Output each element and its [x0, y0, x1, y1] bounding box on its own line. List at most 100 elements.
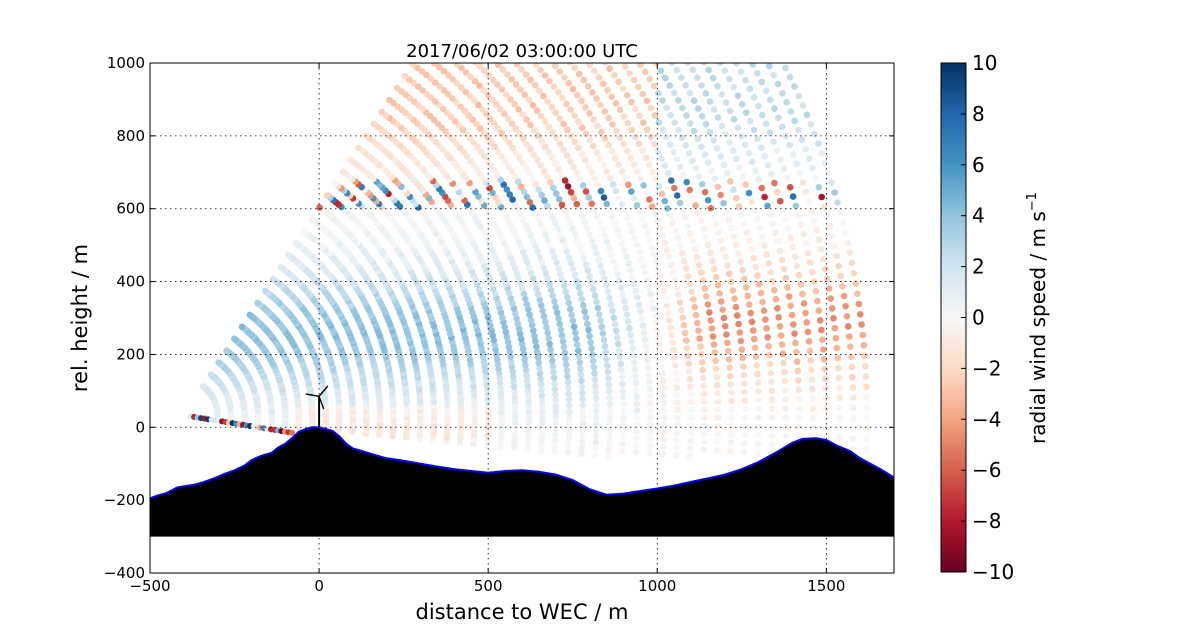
scan-gate [481, 152, 488, 160]
scan-gate [698, 143, 705, 150]
scan-gate [536, 370, 544, 377]
scan-gate [597, 262, 604, 270]
scan-gate [780, 359, 787, 367]
chart-title: 2017/06/02 03:00:00 UTC [406, 41, 638, 62]
scan-gate [836, 404, 844, 412]
scan-gate [555, 315, 562, 322]
scan-gate [597, 128, 605, 136]
scan-gate [821, 159, 829, 167]
scan-gate [687, 230, 694, 237]
scan-gate [493, 101, 500, 108]
scan-gate [564, 294, 571, 301]
scan-gate [523, 141, 531, 148]
scan-gate [582, 103, 589, 111]
scan-gate [293, 240, 300, 247]
scan-gate [591, 292, 599, 299]
scan-gate [549, 363, 557, 370]
scan-gate [679, 314, 686, 322]
scan-gate [555, 165, 562, 173]
scan-gate [618, 367, 625, 374]
scan-gate [470, 97, 478, 104]
colorbar-tick-label: 2 [972, 255, 985, 279]
scan-gate [527, 121, 534, 129]
scan-gate [647, 407, 654, 414]
scan-gate [782, 387, 789, 394]
scan-gate [246, 311, 254, 319]
scan-gate [534, 132, 542, 139]
scan-gate [767, 369, 775, 377]
scan-gate [754, 370, 761, 378]
scan-gate [490, 120, 498, 127]
scan-gate [648, 244, 656, 251]
scan-gate [728, 406, 735, 413]
scan-gate [484, 418, 492, 426]
scan-gate [729, 147, 737, 154]
scan-gate [676, 199, 684, 207]
scan-gate [480, 87, 488, 94]
scan-gate [809, 385, 816, 393]
scan-gate [615, 277, 623, 285]
scan-gate [476, 82, 483, 89]
scan-gate [712, 51, 719, 58]
scan-gate [614, 334, 621, 341]
scan-gate [828, 233, 836, 240]
scan-gate [800, 230, 807, 238]
scan-gate [269, 275, 277, 283]
scan-gate [768, 441, 775, 449]
scan-gate [659, 443, 667, 451]
scan-gate [720, 314, 728, 322]
scan-gate [565, 79, 572, 87]
scan-gate [484, 427, 492, 435]
scan-gate [714, 82, 721, 90]
scan-gate [752, 263, 759, 271]
scan-gate [691, 303, 698, 311]
scan-gate [507, 96, 514, 103]
colorbar-tick-label: 6 [972, 153, 985, 177]
scan-gate [485, 71, 493, 79]
scan-gate [697, 217, 705, 225]
scan-gate [675, 291, 682, 299]
scan-gate [554, 89, 562, 96]
scan-gate [727, 447, 734, 455]
scan-gate [628, 98, 635, 106]
scan-gate [776, 323, 784, 330]
scan-gate [754, 215, 761, 223]
scan-gate [566, 419, 573, 427]
scan-gate [789, 151, 797, 158]
scan-gate [509, 300, 516, 307]
scan-gate [740, 371, 748, 379]
scan-gate [749, 63, 757, 68]
scan-gate [559, 338, 567, 345]
scan-gate [673, 192, 681, 199]
scan-gate [848, 363, 856, 371]
scan-gate [822, 385, 830, 392]
scan-gate [849, 384, 857, 391]
scan-gate [605, 375, 612, 382]
scan-gate [593, 298, 600, 306]
scan-gate [509, 368, 516, 376]
scan-gate [531, 81, 539, 89]
scan-gate [690, 127, 698, 135]
scan-gate [792, 339, 799, 347]
scan-gate [687, 398, 695, 406]
scan-gate [620, 407, 627, 415]
scan-gate [331, 180, 339, 187]
scan-gate [822, 265, 829, 273]
turbine-blade [318, 385, 329, 397]
colorbar-tick-label: −2 [972, 356, 1001, 380]
scan-gate [643, 276, 651, 284]
scan-gate [581, 308, 588, 315]
scan-gate [809, 424, 817, 431]
scan-gate [639, 90, 646, 98]
scan-gate [624, 120, 632, 127]
scan-gate [457, 103, 464, 110]
scan-gate [783, 174, 791, 182]
scan-gate [637, 175, 644, 182]
scan-gate [754, 102, 762, 110]
scan-gate [593, 420, 600, 428]
scan-gate [639, 215, 646, 223]
scan-gate [686, 186, 693, 194]
scan-gate [557, 326, 565, 334]
scan-gate [707, 204, 715, 212]
